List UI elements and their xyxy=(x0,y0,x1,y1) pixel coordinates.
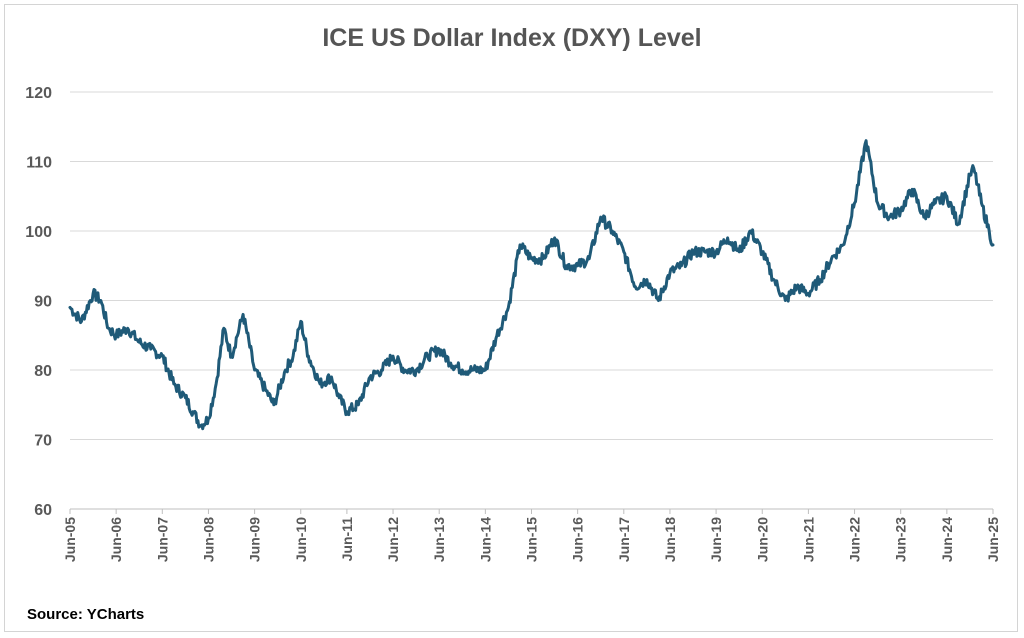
y-tick-label: 60 xyxy=(34,502,52,519)
x-tick-label: Jun-22 xyxy=(847,517,863,562)
chart-title: ICE US Dollar Index (DXY) Level xyxy=(322,24,702,52)
x-tick-label: Jun-14 xyxy=(477,517,493,562)
x-tick-label: Jun-18 xyxy=(662,517,678,562)
x-tick-label: Jun-17 xyxy=(616,517,632,562)
series-line-dxy xyxy=(68,139,995,431)
chart-frame xyxy=(4,4,1018,632)
x-tick-label: Jun-21 xyxy=(800,517,816,562)
x-tick-label: Jun-24 xyxy=(939,517,955,562)
x-tick-label: Jun-09 xyxy=(247,517,263,562)
y-tick-label: 70 xyxy=(34,433,52,450)
x-tick-label: Jun-12 xyxy=(385,517,401,562)
y-tick-label: 120 xyxy=(25,85,52,102)
x-tick-label: Jun-07 xyxy=(154,517,170,562)
x-tick-label: Jun-10 xyxy=(293,517,309,562)
source-note: Source: YCharts xyxy=(27,606,145,623)
x-tick-label: Jun-06 xyxy=(108,517,124,562)
x-tick-label: Jun-15 xyxy=(524,517,540,562)
x-tick-label: Jun-11 xyxy=(339,517,355,562)
x-tick-label: Jun-19 xyxy=(708,517,724,562)
x-tick-label: Jun-13 xyxy=(431,517,447,562)
y-tick-label: 90 xyxy=(34,294,52,311)
x-tick-label: Jun-05 xyxy=(62,517,78,562)
y-tick-label: 110 xyxy=(26,155,52,172)
x-tick-label: Jun-08 xyxy=(200,517,216,562)
x-tick-label: Jun-25 xyxy=(985,517,1001,562)
x-tick-label: Jun-20 xyxy=(754,517,770,562)
y-tick-label: 80 xyxy=(34,363,52,380)
x-tick-label: Jun-16 xyxy=(570,517,586,562)
y-tick-label: 100 xyxy=(25,224,52,241)
x-tick-label: Jun-23 xyxy=(893,517,909,562)
